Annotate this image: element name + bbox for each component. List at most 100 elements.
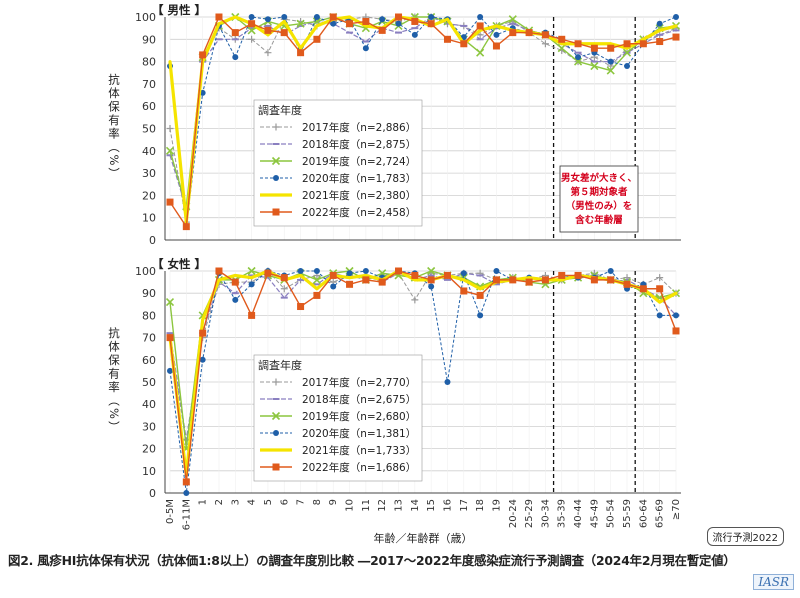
legend-title: 調査年度	[258, 103, 302, 117]
data-point	[362, 45, 369, 52]
data-point	[494, 24, 498, 28]
data-point	[492, 42, 500, 50]
data-point	[233, 273, 237, 277]
data-point	[264, 269, 272, 277]
y-axis-title: 抗体保有率（%）	[107, 326, 121, 434]
data-point	[315, 24, 319, 28]
legend-entry: 2022年度（n=1,686）	[302, 461, 416, 474]
figure-caption: 図2. 風疹HI抗体保有状況（抗体価1:8以上）の調査年度別比較 ―2017～2…	[8, 553, 736, 568]
data-point	[199, 329, 207, 337]
series-line	[169, 270, 677, 445]
y-tick-label: 40	[142, 398, 156, 411]
data-point	[248, 35, 256, 43]
data-point	[299, 46, 303, 50]
data-point	[606, 66, 615, 75]
data-point	[248, 14, 255, 20]
data-point	[541, 31, 549, 39]
data-point	[199, 356, 206, 363]
x-tick-label: 5	[263, 499, 274, 505]
x-tick-label: 2	[214, 499, 225, 505]
data-point	[411, 296, 419, 304]
data-point	[445, 17, 449, 21]
data-point	[166, 198, 174, 206]
data-point	[672, 327, 680, 335]
y-tick-label: 30	[142, 420, 156, 433]
y-tick-label: 90	[142, 287, 156, 300]
data-point	[379, 16, 386, 23]
x-tick-label: 0-5M	[165, 499, 176, 524]
data-point	[165, 146, 175, 155]
data-point	[264, 26, 272, 34]
legend-entry: 2021年度（n=1,733）	[302, 444, 416, 457]
data-point	[656, 274, 664, 282]
x-tick-label: 15	[426, 499, 437, 512]
x-tick-label: 50-54	[606, 499, 617, 528]
y-tick-label: 0	[149, 487, 156, 500]
panel-label: 【 男性 】	[152, 3, 206, 17]
y-tick-label: 50	[142, 123, 156, 136]
data-point	[313, 291, 321, 299]
x-tick-label: 60-64	[638, 499, 649, 528]
x-tick-label: 18	[475, 499, 486, 512]
legend-entry: 2019年度（n=2,680）	[302, 410, 416, 423]
data-point	[525, 29, 533, 37]
data-point	[166, 125, 174, 132]
data-point	[609, 42, 613, 46]
x-tick-label: ≥70	[671, 499, 682, 520]
data-point	[623, 40, 631, 48]
legend-swatch-marker	[271, 156, 281, 166]
x-tick-label: 35-39	[557, 499, 568, 528]
x-tick-label: 13	[394, 499, 405, 512]
data-point	[248, 20, 256, 28]
legend-entry: 2018年度（n=2,675）	[302, 393, 416, 406]
data-point	[329, 271, 337, 279]
data-point	[264, 16, 271, 23]
y-tick-label: 60	[142, 100, 156, 113]
legend-swatch-marker	[273, 175, 279, 181]
data-point	[330, 283, 337, 290]
data-point	[280, 285, 288, 293]
data-point	[201, 318, 205, 322]
data-point	[428, 283, 435, 290]
data-point	[296, 19, 305, 28]
data-point	[182, 478, 190, 486]
data-point	[330, 20, 337, 27]
annotation-text: 含む年齢層	[574, 214, 623, 226]
data-point	[674, 24, 678, 28]
legend-entry: 2019年度（n=2,724）	[302, 155, 416, 168]
data-point	[623, 280, 631, 288]
data-point	[165, 298, 175, 307]
data-point	[215, 267, 223, 275]
x-tick-label: 19	[491, 499, 502, 512]
x-tick-label: 55-59	[622, 499, 633, 528]
y-tick-label: 10	[142, 212, 156, 225]
x-tick-label: 4	[247, 499, 258, 505]
data-point	[607, 58, 614, 65]
x-tick-label: 12	[377, 499, 388, 512]
data-point	[250, 276, 254, 280]
data-point	[264, 49, 272, 57]
x-tick-label: 30-34	[540, 499, 551, 528]
annotation-box	[559, 165, 639, 233]
series-line	[168, 269, 677, 477]
data-point	[427, 20, 435, 28]
x-tick-label: 3	[230, 499, 241, 505]
data-point	[674, 291, 678, 295]
data-point	[364, 24, 368, 28]
data-point	[167, 367, 173, 374]
y-tick-label: 10	[142, 465, 156, 478]
data-point	[297, 49, 305, 57]
data-point	[346, 270, 353, 277]
data-point	[217, 278, 221, 282]
female-panel: 0 10 20 30 40 50 60 70 80 90 100【 女性 】抗体保有率（%） 調査年度…	[107, 257, 682, 545]
y-tick-label: 80	[142, 309, 156, 322]
data-point	[299, 273, 303, 277]
data-point	[624, 63, 631, 70]
data-point	[346, 20, 354, 28]
data-point	[560, 278, 564, 282]
data-point	[476, 291, 484, 299]
data-point	[232, 54, 239, 61]
x-tick-label: 6	[279, 499, 290, 505]
data-point	[231, 278, 239, 286]
data-point	[625, 46, 629, 50]
